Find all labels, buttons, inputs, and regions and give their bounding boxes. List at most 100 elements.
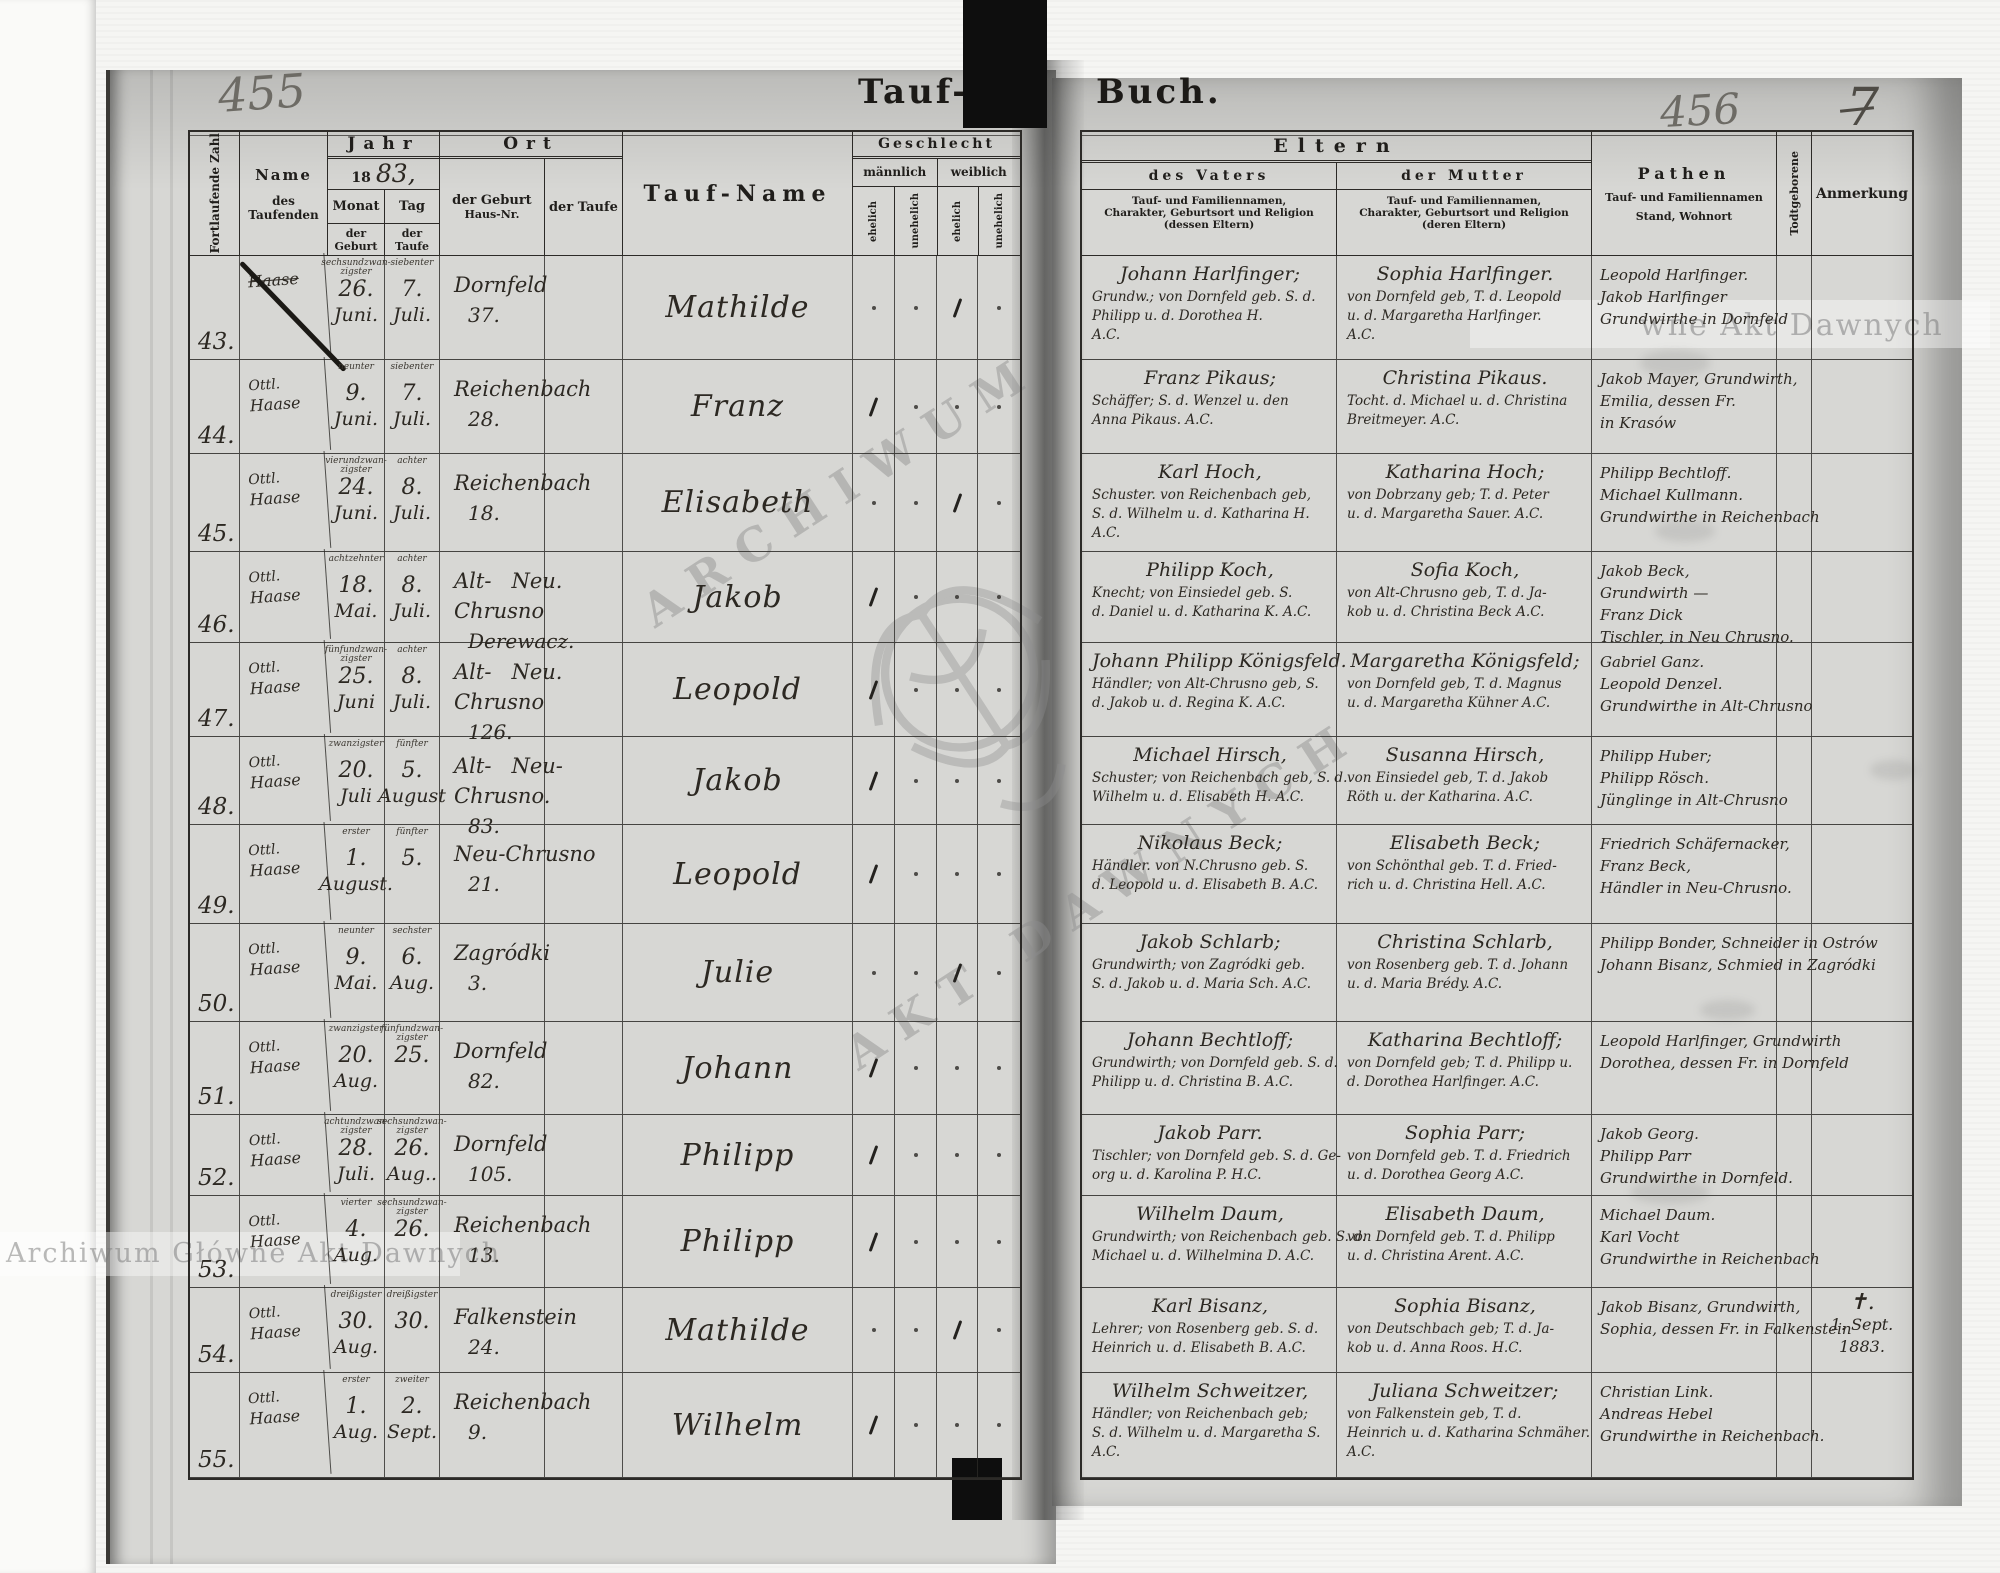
cell-geschlecht-wu bbox=[978, 1288, 1020, 1372]
ordinal-note: siebenter bbox=[390, 362, 434, 372]
cell-running-number: 43. bbox=[190, 256, 240, 359]
register-row-47: 47. Ottl. Haase fünfundzwan- zigster 25. Juni… bbox=[190, 640, 1020, 744]
cell-ort-geburt: Dornfeld 37. bbox=[440, 256, 547, 359]
handwritten-line: 26. bbox=[394, 1136, 430, 1161]
handwritten-line: Juli. bbox=[336, 1163, 376, 1185]
handwritten-line: Johann Harlfinger; bbox=[1120, 263, 1300, 285]
handwritten-line: S. d. Wilhelm u. d. Katharina H. bbox=[1092, 506, 1310, 522]
ink-bleed bbox=[1870, 760, 1916, 780]
cell-geschlecht-we bbox=[937, 825, 978, 923]
handwritten-line: Haase bbox=[249, 1228, 302, 1252]
handwritten-line: Franz Dick bbox=[1600, 606, 1684, 624]
header-maennlich: männlich bbox=[853, 159, 938, 186]
handwritten-line: Jakob Bisanz, Grundwirth, bbox=[1600, 1298, 1801, 1316]
geschlecht-dot bbox=[913, 595, 918, 599]
handwritten-line: Heinrich u. d. Elisabeth B. A.C. bbox=[1092, 1340, 1306, 1356]
handwritten-line: Philipp Koch, bbox=[1146, 559, 1274, 581]
handwritten-line: Sophia Bisanz, bbox=[1394, 1295, 1536, 1317]
handwritten-line: Händler in Neu-Chrusno. bbox=[1600, 879, 1792, 897]
cell-tauf-datum: fünfter 5. August bbox=[378, 737, 446, 824]
cell-ort-taufe bbox=[545, 256, 623, 359]
cell-geschlecht-me bbox=[853, 737, 895, 824]
handwritten-line: August bbox=[378, 785, 446, 807]
running-number: 43. bbox=[198, 329, 235, 355]
cell-todtgeborene bbox=[1777, 924, 1812, 1021]
handwritten-line: 8. bbox=[401, 664, 423, 689]
cell-geburt-datum: achtzehnter 18. Mai. bbox=[328, 552, 385, 642]
handwritten-line: Margaretha Königsfeld; bbox=[1350, 650, 1580, 672]
cell-taufname: Philipp bbox=[623, 1115, 853, 1195]
register-row-eltern-55: Wilhelm Schweitzer, Händler; von Reichenb… bbox=[1082, 1373, 1912, 1478]
right-page bbox=[1052, 78, 1962, 1506]
cell-geburt-datum: vierter 4. Aug. bbox=[328, 1196, 385, 1287]
handwritten-line: Jakob Schlarb; bbox=[1139, 931, 1281, 953]
cell-todtgeborene bbox=[1777, 360, 1812, 453]
register-row-52: 52. Ottl. Haase achtundzwan- zigster 28. Juli… bbox=[190, 1112, 1020, 1198]
cell-taufname: Leopold bbox=[623, 643, 853, 736]
ordinal-note: zwanzigster bbox=[328, 739, 384, 749]
cell-todtgeborene bbox=[1777, 737, 1812, 824]
handwritten-line: Mai. bbox=[334, 600, 378, 622]
cell-geschlecht-we bbox=[937, 737, 978, 824]
handwritten-line: 20. bbox=[338, 758, 374, 783]
handwritten-line: u. d. Dorothea Georg A.C. bbox=[1347, 1167, 1524, 1183]
ordinal-note: fünfundzwan- zigster bbox=[380, 1024, 444, 1043]
ordinal-note: sechster bbox=[392, 926, 432, 936]
handwritten-line: Aug. bbox=[333, 1421, 379, 1443]
ordinal-note: erster bbox=[342, 827, 370, 837]
handwritten-line: Philipp Parr bbox=[1600, 1147, 1691, 1165]
geschlecht-mark bbox=[868, 679, 879, 700]
handwritten-line: Juli. bbox=[392, 600, 432, 622]
cell-vater: Philipp Koch, Knecht; von Einsiedel geb. … bbox=[1082, 552, 1337, 642]
handwritten-line: Reichenbach bbox=[454, 471, 592, 495]
geschlecht-dot bbox=[913, 305, 918, 310]
geschlecht-dot bbox=[871, 305, 876, 310]
book-title-left: Tauf- bbox=[858, 72, 970, 112]
cell-taufname: Wilhelm bbox=[623, 1373, 853, 1477]
cell-anmerkung bbox=[1812, 256, 1912, 359]
header-anmerkung: Anmerkung bbox=[1816, 185, 1908, 202]
handwritten-line: 8. bbox=[401, 573, 423, 598]
header-eltern: Eltern bbox=[1082, 132, 1591, 163]
header-jahr: Jahr bbox=[328, 132, 439, 159]
handwritten-line: Aug. bbox=[333, 1070, 379, 1092]
cell-mutter: Christina Pikaus. Tocht. d. Michael u. d.… bbox=[1337, 360, 1592, 453]
handwritten-line: Röth u. der Katharina. A.C. bbox=[1347, 789, 1533, 805]
cell-geschlecht-wu bbox=[978, 1196, 1020, 1287]
left-table: Fortlaufende Zahl Name des Taufenden Jah… bbox=[188, 130, 1022, 1480]
handwritten-line: Leopold Harlfinger, Grundwirth bbox=[1600, 1032, 1842, 1050]
header-taufname: Tauf-Name bbox=[623, 132, 853, 255]
geschlecht-mark bbox=[868, 1058, 879, 1078]
cell-tauf-datum: achter 8. Juli. bbox=[385, 643, 440, 736]
cell-geschlecht-wu bbox=[978, 360, 1020, 453]
handwritten-line: Alt- Neu- bbox=[454, 754, 563, 778]
handwritten-line: von Dornfeld geb. T. d. Philipp bbox=[1347, 1229, 1555, 1245]
cell-mutter: Katharina Bechtloff; von Dornfeld geb; T.… bbox=[1337, 1022, 1592, 1114]
handwritten-line: 37. bbox=[468, 303, 500, 327]
handwritten-line: u. d. Margaretha Sauer. A.C. bbox=[1347, 506, 1544, 522]
header-ort-hausnr: Haus-Nr. bbox=[464, 208, 520, 221]
handwritten-line: Sept. bbox=[386, 1421, 438, 1443]
register-row-53: 53. Ottl. Haase vierter 4. Aug. sechsundzwan- … bbox=[190, 1193, 1020, 1290]
cell-anmerkung bbox=[1812, 1022, 1912, 1114]
handwritten-line: Sophia, dessen Fr. in Falkenstein bbox=[1600, 1320, 1852, 1338]
running-number: 53. bbox=[198, 1257, 235, 1283]
handwritten-line: Juli. bbox=[392, 408, 432, 430]
tauf-name: Elisabeth bbox=[661, 485, 814, 520]
geschlecht-dot bbox=[955, 595, 959, 599]
header-vater-caption: (dessen Eltern) bbox=[1163, 219, 1255, 231]
cell-geburt-datum: neunter 9. Juni. bbox=[328, 360, 385, 453]
cell-taufname: Julie bbox=[623, 924, 853, 1021]
handwritten-line: Aug.. bbox=[386, 1163, 438, 1185]
cell-ort-taufe bbox=[545, 1196, 623, 1287]
cell-tauf-datum: sechster 6. Aug. bbox=[385, 924, 440, 1021]
handwritten-line: Grundwirthe in Alt-Chrusno bbox=[1600, 697, 1813, 715]
header-name-sub: des Taufenden bbox=[248, 193, 319, 222]
cell-vater: Jakob Schlarb; Grundwirth; von Zagródki g… bbox=[1082, 924, 1337, 1021]
ink-bleed bbox=[1640, 350, 1710, 376]
ordinal-note: achter bbox=[397, 456, 427, 466]
cell-anmerkung bbox=[1812, 1196, 1912, 1287]
geschlecht-dot bbox=[955, 687, 959, 692]
cell-geschlecht-wu bbox=[978, 256, 1020, 359]
handwritten-line: Emilia, dessen Fr. bbox=[1600, 392, 1736, 410]
